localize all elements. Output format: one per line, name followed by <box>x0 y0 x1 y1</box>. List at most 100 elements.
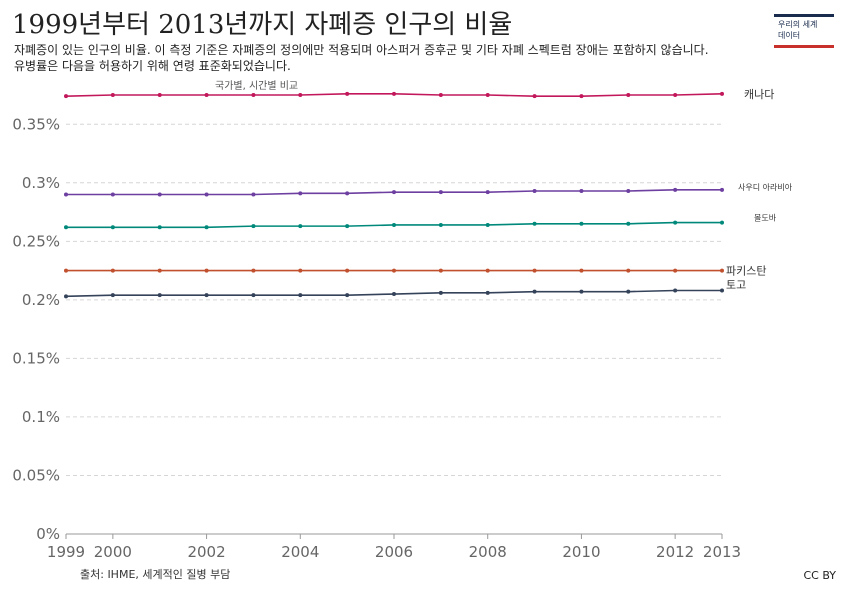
data-point[interactable] <box>579 188 584 193</box>
data-point[interactable] <box>298 224 303 229</box>
data-point[interactable] <box>157 293 162 298</box>
x-tick-label: 2002 <box>187 543 225 561</box>
data-point[interactable] <box>157 268 162 273</box>
data-point[interactable] <box>298 268 303 273</box>
data-point[interactable] <box>345 293 350 298</box>
series-label[interactable]: 토고 <box>726 279 746 292</box>
data-point[interactable] <box>626 289 631 294</box>
data-point[interactable] <box>204 192 209 197</box>
series-label[interactable]: 몰도바 <box>754 213 777 223</box>
data-point[interactable] <box>485 190 490 195</box>
data-point[interactable] <box>204 268 209 273</box>
data-point[interactable] <box>64 268 68 273</box>
data-point[interactable] <box>438 290 443 295</box>
data-point[interactable] <box>392 268 396 273</box>
data-point[interactable] <box>392 292 396 297</box>
y-axis: 0% 0.05% 0.1% 0.15% 0.2% 0.25% 0.3% 0.35% <box>12 115 60 543</box>
data-point[interactable] <box>298 191 303 196</box>
y-tick-label: 0% <box>36 525 60 543</box>
data-point[interactable] <box>157 93 162 97</box>
source-note[interactable]: 출처: IHME, 세계적인 질병 부담 <box>80 568 231 581</box>
data-point[interactable] <box>110 225 115 230</box>
logo-line-1: 우리의 세계 <box>778 20 818 29</box>
data-point[interactable] <box>673 220 678 225</box>
gridlines <box>66 123 722 535</box>
y-tick-label: 0.15% <box>12 349 60 367</box>
data-point[interactable] <box>626 93 631 97</box>
data-point[interactable] <box>392 222 396 227</box>
data-point[interactable] <box>251 224 256 229</box>
data-point[interactable] <box>673 288 678 293</box>
data-point[interactable] <box>485 268 490 273</box>
data-point[interactable] <box>345 268 350 273</box>
data-point[interactable] <box>720 91 724 96</box>
data-point[interactable] <box>673 93 678 97</box>
data-point[interactable] <box>579 94 584 99</box>
owid-logo[interactable]: 우리의 세계 데이터 <box>774 14 834 48</box>
data-point[interactable] <box>673 187 678 192</box>
data-point[interactable] <box>626 268 631 273</box>
data-point[interactable] <box>392 190 396 195</box>
series-label[interactable]: 사우디 아라비아 <box>738 182 793 192</box>
x-tick-label: 2013 <box>703 543 741 561</box>
data-point[interactable] <box>438 222 443 227</box>
data-point[interactable] <box>626 188 631 193</box>
data-point[interactable] <box>251 192 256 197</box>
chart-subtitle: 자폐증이 있는 인구의 비율. 이 측정 기준은 자폐증의 정의에만 적용되며 … <box>14 43 709 73</box>
y-tick-label: 0.25% <box>12 232 60 250</box>
data-point[interactable] <box>298 93 303 97</box>
data-point[interactable] <box>579 289 584 294</box>
data-point[interactable] <box>485 222 490 227</box>
data-point[interactable] <box>579 221 584 226</box>
data-point[interactable] <box>204 293 209 298</box>
data-point[interactable] <box>438 93 443 97</box>
data-point[interactable] <box>673 268 678 273</box>
logo-line-2: 데이터 <box>778 31 801 40</box>
data-point[interactable] <box>345 191 350 196</box>
data-point[interactable] <box>64 225 68 230</box>
data-point[interactable] <box>64 294 68 299</box>
data-point[interactable] <box>204 225 209 230</box>
data-point[interactable] <box>345 224 350 229</box>
series-label[interactable]: 캐나다 <box>744 88 774 101</box>
data-point[interactable] <box>157 192 162 197</box>
data-point[interactable] <box>720 220 724 225</box>
data-point[interactable] <box>110 293 115 298</box>
y-tick-label: 0.1% <box>22 408 60 426</box>
data-point[interactable] <box>392 91 396 96</box>
data-point[interactable] <box>720 268 724 273</box>
data-point[interactable] <box>532 289 537 294</box>
data-point[interactable] <box>438 190 443 195</box>
x-tick-label: 2004 <box>281 543 319 561</box>
data-point[interactable] <box>720 187 724 192</box>
data-point[interactable] <box>251 93 256 97</box>
data-point[interactable] <box>110 192 115 197</box>
series-label[interactable]: 파키스탄 <box>726 265 766 278</box>
x-tick-label: 2008 <box>469 543 507 561</box>
data-point[interactable] <box>579 268 584 273</box>
data-point[interactable] <box>532 221 537 226</box>
data-point[interactable] <box>157 225 162 230</box>
data-point[interactable] <box>204 93 209 97</box>
data-point[interactable] <box>64 94 68 99</box>
data-point[interactable] <box>251 268 256 273</box>
data-point[interactable] <box>626 221 631 226</box>
data-point[interactable] <box>485 290 490 295</box>
data-point[interactable] <box>532 188 537 193</box>
y-tick-label: 0.05% <box>12 466 60 484</box>
data-point[interactable] <box>298 293 303 298</box>
license-label[interactable]: CC BY <box>803 569 836 582</box>
data-point[interactable] <box>64 192 68 197</box>
data-point[interactable] <box>532 268 537 273</box>
data-point[interactable] <box>720 288 724 293</box>
data-point[interactable] <box>251 293 256 298</box>
data-point[interactable] <box>110 93 115 97</box>
controls-label[interactable]: 국가별, 시간별 비교 <box>215 80 298 92</box>
data-point[interactable] <box>345 91 350 96</box>
data-point[interactable] <box>438 268 443 273</box>
data-point[interactable] <box>110 268 115 273</box>
data-point[interactable] <box>485 93 490 97</box>
data-point[interactable] <box>532 94 537 99</box>
